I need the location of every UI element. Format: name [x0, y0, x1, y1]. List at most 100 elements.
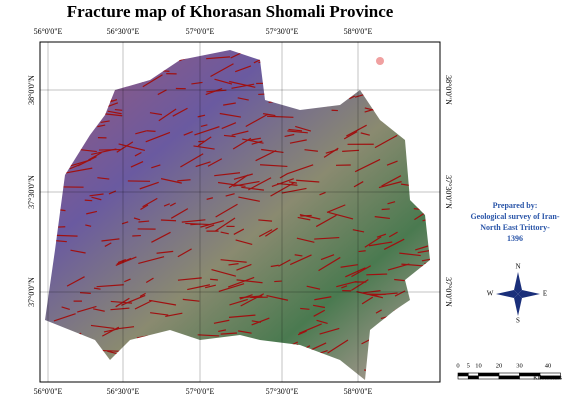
fracture-line: [296, 179, 320, 183]
fracture-line: [160, 219, 177, 222]
right-label: 37°0'0"N: [444, 277, 453, 307]
fracture-line: [271, 178, 294, 188]
fracture-line: [386, 160, 398, 166]
scale-bar: 0 5 10 20 30 40 Kilometers: [456, 362, 562, 381]
fracture-line: [77, 305, 97, 313]
fracture-line: [258, 219, 273, 222]
fracture-line: [223, 134, 236, 138]
fracture-line: [163, 203, 170, 207]
fracture-line: [270, 181, 295, 197]
fracture-line: [327, 339, 349, 354]
bottom-label: 58°0'0"E: [344, 387, 373, 396]
fracture-line: [220, 332, 237, 335]
bottom-label: 57°30'0"E: [266, 387, 299, 396]
fracture-line: [134, 151, 142, 157]
fracture-line: [146, 130, 156, 132]
fracture-line: [354, 158, 381, 173]
fracture-line: [107, 110, 122, 115]
fracture-line: [206, 197, 214, 200]
left-label: 38°0'0"N: [27, 75, 36, 105]
fracture-line: [241, 186, 264, 191]
fracture-line: [139, 292, 146, 297]
fracture-line: [181, 219, 206, 223]
fracture-line: [205, 224, 215, 229]
fracture-line: [151, 231, 171, 243]
fracture-line: [267, 115, 294, 118]
fracture-line: [356, 291, 383, 299]
fracture-line: [206, 56, 231, 60]
fracture-line: [101, 326, 120, 337]
fracture-line: [300, 307, 310, 310]
fracture-line: [156, 250, 174, 254]
scale-segment: [457, 372, 469, 377]
fracture-line: [160, 178, 182, 184]
fracture-line: [215, 217, 236, 232]
fracture-line: [104, 242, 112, 247]
fracture-line: [115, 297, 130, 308]
fracture-line: [325, 149, 339, 154]
fracture-line: [182, 298, 200, 302]
fracture-line: [85, 224, 92, 227]
fracture-line: [134, 299, 153, 310]
fracture-line: [238, 330, 252, 334]
fracture-line: [236, 263, 252, 271]
fracture-line: [361, 296, 374, 305]
fracture-line: [394, 278, 405, 282]
fracture-line: [231, 83, 255, 89]
fracture-line: [300, 214, 312, 217]
fracture-line: [100, 120, 110, 124]
fracture-line: [53, 313, 76, 322]
fracture-line: [213, 319, 230, 324]
fracture-line: [364, 236, 382, 248]
fracture-line: [133, 217, 141, 221]
fracture-line: [110, 307, 130, 311]
fracture-line: [183, 131, 193, 136]
fracture-line: [97, 177, 110, 180]
fracture-line: [197, 136, 212, 147]
scale-segment: [498, 375, 520, 380]
fracture-line: [158, 108, 177, 122]
scale-segment: [478, 375, 500, 380]
fracture-line: [236, 279, 263, 284]
fracture-line: [374, 216, 390, 220]
fracture-line: [315, 214, 337, 228]
fracture-line: [342, 149, 360, 152]
fracture-line: [260, 164, 288, 168]
fracture-line: [239, 294, 253, 300]
fracture-line: [142, 74, 163, 88]
fracture-line: [170, 208, 189, 219]
compass-n: N: [515, 263, 520, 271]
fracture-line: [79, 292, 91, 294]
fracture-line: [312, 304, 326, 309]
credit: Geological survey of Iran-: [470, 212, 559, 221]
fracture-line: [191, 81, 203, 85]
fracture-line: [205, 87, 223, 96]
fracture-line: [340, 264, 358, 268]
fracture-line: [298, 323, 322, 334]
fracture-line: [84, 199, 93, 202]
fracture-line: [328, 211, 354, 220]
fracture-line: [88, 152, 102, 161]
fracture-line: [306, 285, 321, 290]
fracture-line: [278, 259, 291, 267]
fracture-line: [297, 330, 307, 336]
fracture-line: [349, 95, 356, 100]
fracture-line: [352, 229, 365, 233]
fracture-line: [375, 309, 382, 314]
fracture-line: [223, 102, 236, 106]
fracture-line: [314, 296, 332, 301]
fracture-line: [138, 220, 150, 223]
scale-label: 0: [456, 362, 459, 369]
fracture-line: [238, 196, 260, 202]
fracture-line: [90, 324, 115, 330]
fracture-line: [289, 139, 307, 144]
left-label: 37°30'0"N: [27, 175, 36, 209]
fracture-line: [187, 284, 211, 291]
fracture-line: [217, 181, 246, 187]
fracture-line: [210, 63, 234, 78]
top-label: 56°0'0"E: [34, 27, 63, 36]
fracture-line: [165, 312, 183, 318]
fracture-line: [150, 312, 169, 316]
fracture-line: [376, 233, 387, 238]
fracture-line: [197, 114, 206, 118]
